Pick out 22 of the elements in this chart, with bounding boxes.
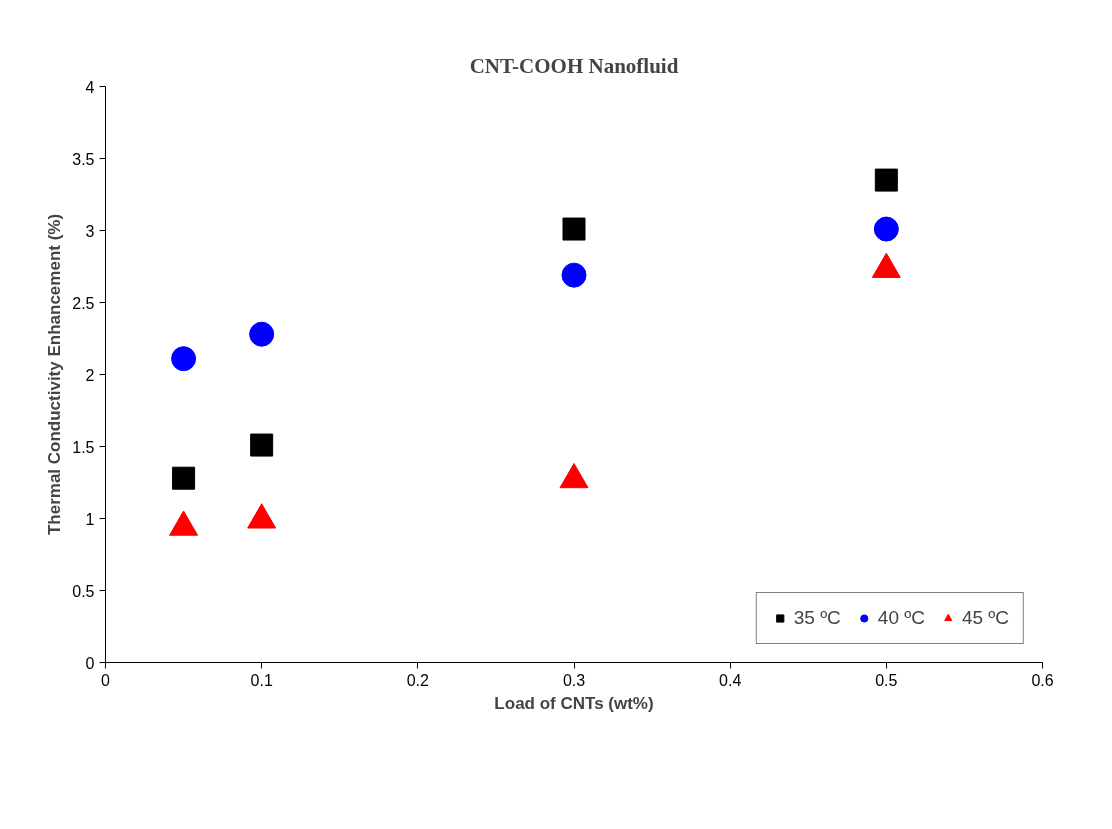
y-tick-label: 1.5 bbox=[72, 438, 95, 456]
y-tick-label: 0.5 bbox=[72, 582, 95, 600]
x-tick-label: 0.6 bbox=[1031, 671, 1054, 689]
x-axis-title: Load of CNTs (wt%) bbox=[494, 693, 654, 713]
y-tick-label: 3 bbox=[85, 222, 95, 240]
x-tick-label: 0.1 bbox=[250, 671, 273, 689]
x-tick-label: 0.2 bbox=[406, 671, 430, 689]
x-tick-label: 0.5 bbox=[875, 671, 898, 689]
chart-title: CNT-COOH Nanofluid bbox=[469, 53, 679, 78]
y-tick-label: 0 bbox=[85, 654, 95, 672]
y-tick-label: 2.5 bbox=[72, 294, 95, 312]
y-tick-label: 2 bbox=[85, 366, 95, 384]
y-tick-label: 4 bbox=[85, 78, 95, 96]
y-tick-label: 1 bbox=[85, 510, 95, 528]
x-tick-label: 0 bbox=[101, 671, 111, 689]
y-tick-label: 3.5 bbox=[72, 150, 95, 168]
legend-label: 45 ºC bbox=[961, 607, 1009, 629]
legend-label: 40 ºC bbox=[877, 607, 925, 629]
x-tick-label: 0.4 bbox=[719, 671, 742, 689]
legend-label: 35 ºC bbox=[793, 607, 841, 629]
x-tick-label: 0.3 bbox=[562, 671, 586, 689]
y-axis-title: Thermal Conductivity Enhancement (%) bbox=[45, 213, 65, 536]
